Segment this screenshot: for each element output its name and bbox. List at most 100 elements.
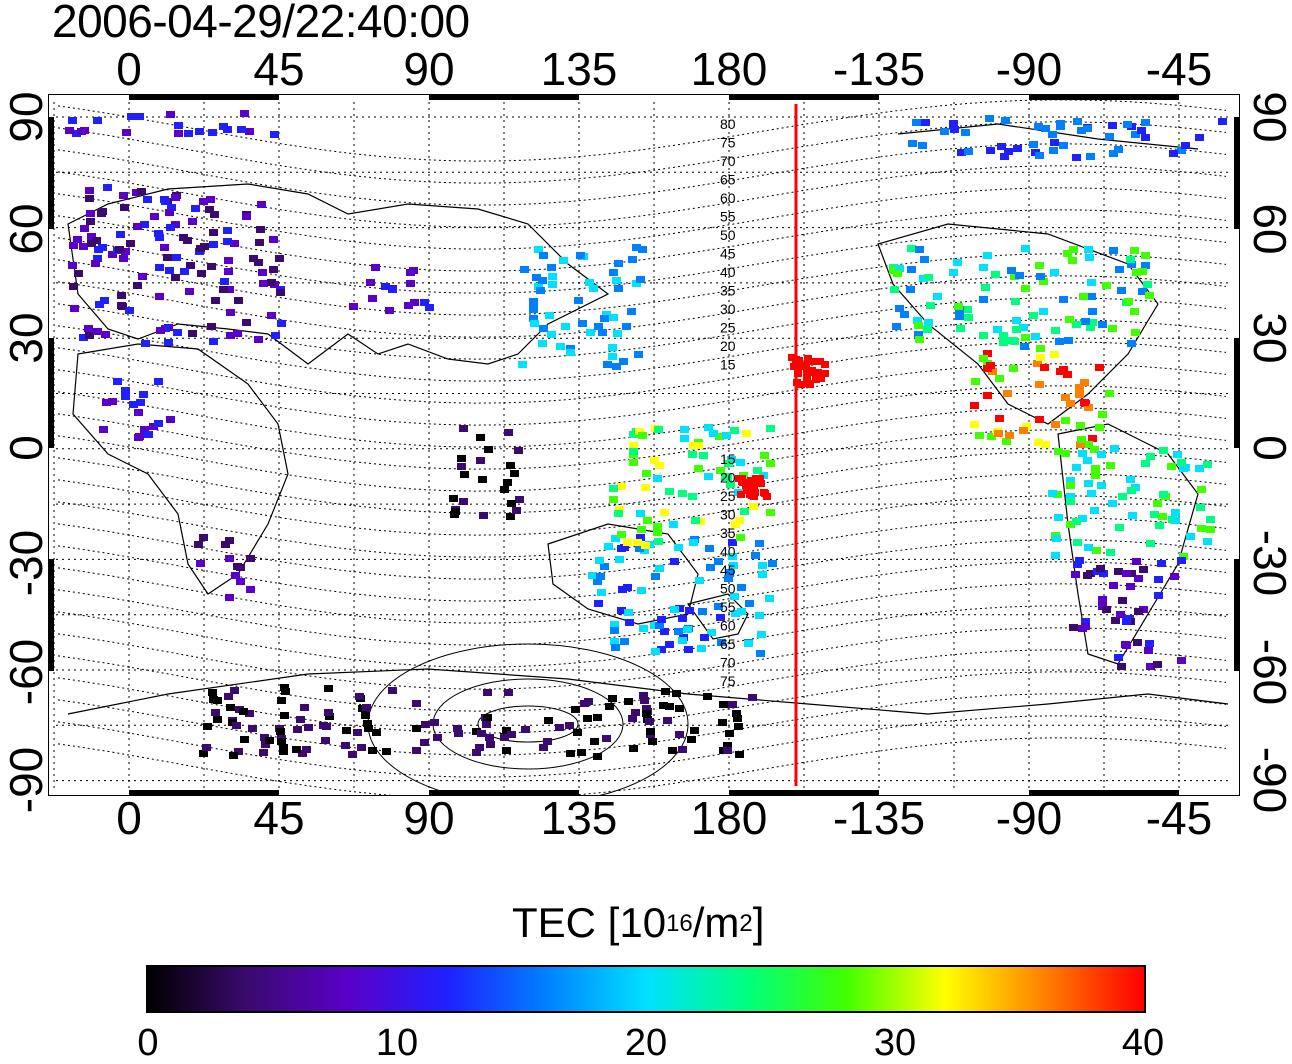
tec-cell xyxy=(604,543,613,550)
tec-cell xyxy=(121,393,130,400)
tec-cell xyxy=(179,234,188,241)
tec-cell xyxy=(138,273,147,280)
tec-cell xyxy=(121,248,130,255)
tec-cell xyxy=(1203,461,1212,468)
tec-cell xyxy=(127,113,136,120)
tec-cell xyxy=(576,252,585,259)
tec-cell xyxy=(986,362,995,369)
colorbar-label-exponent2: 2 xyxy=(739,910,753,937)
tec-cell xyxy=(1095,364,1104,371)
tec-cell xyxy=(610,621,619,628)
contour-label-north: 35 xyxy=(720,283,736,299)
tec-cell xyxy=(1051,327,1060,334)
contour-label-south: 25 xyxy=(720,488,736,504)
axis-bar-right xyxy=(1234,559,1240,671)
tec-cell xyxy=(479,512,488,519)
tec-cell xyxy=(68,262,77,269)
tec-cell xyxy=(325,713,334,720)
tec-cell xyxy=(732,710,741,717)
tec-cell xyxy=(1097,482,1106,489)
tec-cell xyxy=(1021,334,1030,341)
tec-cell xyxy=(609,485,618,492)
tec-cell xyxy=(1130,247,1139,254)
tec-cell xyxy=(149,423,158,430)
tec-cell xyxy=(412,700,421,707)
tec-cell xyxy=(165,209,174,216)
tec-cell xyxy=(661,688,670,695)
tec-cell xyxy=(1126,583,1135,590)
tec-cell xyxy=(1055,338,1064,345)
tec-cell xyxy=(1083,457,1092,464)
tec-cell xyxy=(629,745,638,752)
tec-cell xyxy=(624,698,633,705)
tec-cell xyxy=(368,295,377,302)
tec-cell xyxy=(600,563,609,570)
tec-cell xyxy=(1086,153,1095,160)
tec-cell xyxy=(486,741,495,748)
tec-cell xyxy=(665,641,674,648)
tec-cell xyxy=(678,746,687,753)
tec-cell xyxy=(539,325,548,332)
tec-cell xyxy=(619,358,628,365)
tec-cell xyxy=(1072,464,1081,471)
tec-cell xyxy=(707,629,716,636)
tec-cell xyxy=(460,471,469,478)
tec-cell xyxy=(1155,522,1164,529)
colorbar-label: TEC [1016/m2] xyxy=(512,902,764,944)
axis-bar-top xyxy=(429,94,579,100)
tec-cell xyxy=(1130,308,1139,315)
tec-cell xyxy=(160,196,169,203)
tec-cell xyxy=(645,718,654,725)
tec-cell xyxy=(907,245,916,252)
tec-cell xyxy=(628,715,637,722)
tec-cell xyxy=(745,600,754,607)
tec-cell xyxy=(1153,661,1162,668)
tec-cell xyxy=(924,274,933,281)
contour-line xyxy=(57,451,1227,514)
tec-cell xyxy=(231,572,240,579)
tec-cell xyxy=(733,715,742,722)
tec-cell xyxy=(1109,582,1118,589)
tec-cell xyxy=(548,281,557,288)
tec-cell xyxy=(573,729,582,736)
tec-cell xyxy=(226,704,235,711)
tec-cell xyxy=(614,260,623,267)
tec-cell xyxy=(98,208,107,215)
tec-cell xyxy=(1141,252,1150,259)
tec-cell xyxy=(620,638,629,645)
tec-cell xyxy=(689,442,698,449)
tec-cell xyxy=(226,309,235,316)
tec-cell xyxy=(1141,460,1150,467)
tec-cell xyxy=(614,510,623,517)
tec-cell xyxy=(140,221,149,228)
tec-cell xyxy=(298,750,307,757)
tec-cell xyxy=(276,728,285,735)
tec-cell xyxy=(261,741,270,748)
tec-cell xyxy=(484,446,493,453)
tec-cell xyxy=(1118,597,1127,604)
tec-cell xyxy=(892,323,901,330)
tec-cell xyxy=(529,298,538,305)
tec-cell xyxy=(1127,487,1136,494)
lon-tick-bottom: -90 xyxy=(995,792,1063,844)
tec-cell xyxy=(1020,343,1029,350)
tec-cell xyxy=(84,325,93,332)
tec-cell xyxy=(655,622,664,629)
tec-cell xyxy=(1071,571,1080,578)
tec-cell xyxy=(1106,549,1115,556)
tec-cell xyxy=(596,573,605,580)
tec-cell xyxy=(988,368,997,375)
tec-cell xyxy=(953,259,962,266)
contour-label-north: 50 xyxy=(720,227,736,243)
tec-cell xyxy=(451,508,460,515)
tec-cell xyxy=(1181,464,1190,471)
tec-cell xyxy=(913,317,922,324)
tec-cell xyxy=(185,288,194,295)
tec-cell xyxy=(406,280,415,287)
tec-cell xyxy=(121,387,130,394)
contour-line xyxy=(57,363,1227,426)
tec-cell xyxy=(740,508,749,515)
tec-cell xyxy=(242,213,251,220)
tec-cell xyxy=(433,734,442,741)
tec-cell xyxy=(1061,417,1070,424)
